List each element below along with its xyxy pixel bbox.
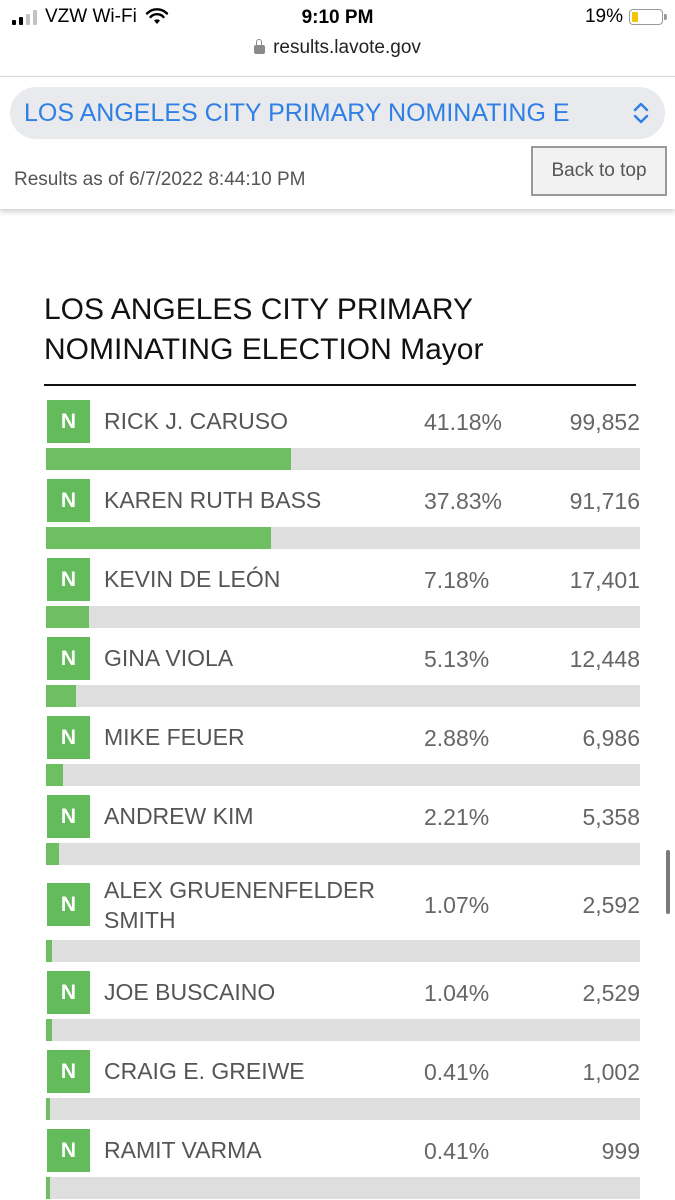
vote-percentage: 5.13% [424, 646, 490, 672]
vote-share-fill [46, 843, 60, 865]
vote-count: 6,986 [582, 725, 640, 751]
vote-count: 91,716 [569, 488, 640, 514]
candidate-row: N KAREN RUTH BASS 37.83% 91,716 [46, 479, 640, 549]
vote-share-bar [46, 685, 640, 707]
back-to-top-button[interactable]: Back to top [531, 146, 667, 196]
vote-count: 1,002 [582, 1059, 640, 1085]
candidate-name: RAMIT VARMA [104, 1137, 262, 1163]
candidate-row: N KEVIN DE LEÓN 7.18% 17,401 [46, 558, 640, 628]
candidate-name: RICK J. CARUSO [104, 408, 289, 434]
vote-count: 2,529 [582, 980, 640, 1006]
candidate-row: N RICK J. CARUSO 41.18% 99,852 [46, 400, 640, 470]
battery-percent: 19% [584, 6, 623, 27]
nominated-badge: N [47, 716, 90, 759]
candidate-name: JOE BUSCAINO [104, 979, 276, 1005]
candidate-row: N ALEX GRUENENFELDER SMITH 1.07% 2,592 [46, 874, 640, 962]
vote-share-bar [46, 606, 640, 628]
scrollbar[interactable] [666, 850, 670, 914]
election-select[interactable]: LOS ANGELES CITY PRIMARY NOMINATING E [10, 87, 665, 139]
candidate-name: CRAIG E. GREIWE [104, 1058, 305, 1084]
contest-title: LOS ANGELES CITY PRIMARY NOMINATING ELEC… [44, 293, 484, 366]
vote-percentage: 2.88% [424, 725, 490, 751]
candidate-name: ALEX GRUENENFELDER SMITH [104, 877, 375, 933]
vote-percentage: 7.18% [424, 567, 490, 593]
vote-share-fill [46, 685, 77, 707]
nominated-badge: N [47, 883, 90, 926]
vote-count: 999 [601, 1138, 640, 1164]
vote-share-bar [46, 1177, 640, 1199]
title-divider [44, 384, 636, 386]
candidate-name: GINA VIOLA [104, 645, 234, 671]
vote-share-bar [46, 1098, 640, 1120]
vote-share-fill [46, 1019, 53, 1041]
clock: 9:10 PM [301, 7, 374, 28]
status-left: VZW Wi-Fi [12, 6, 169, 28]
vote-percentage: 37.83% [424, 488, 503, 514]
candidate-name: KAREN RUTH BASS [104, 487, 322, 513]
nominated-badge: N [47, 637, 90, 680]
vote-percentage: 0.41% [424, 1138, 490, 1164]
vote-percentage: 2.21% [424, 804, 490, 830]
candidate-name: MIKE FEUER [104, 724, 245, 750]
vote-share-bar [46, 940, 640, 962]
vote-percentage: 0.41% [424, 1059, 490, 1085]
candidate-row: N RAMIT VARMA 0.41% 999 [46, 1129, 640, 1199]
status-right: 19% [584, 6, 667, 28]
vote-share-fill [46, 527, 271, 549]
nominated-badge: N [47, 400, 90, 443]
nominated-badge: N [47, 558, 90, 601]
carrier-label: VZW Wi-Fi [45, 6, 137, 27]
vote-share-bar [46, 1019, 640, 1041]
status-bar: VZW Wi-Fi 9:10 PM 19% [0, 0, 675, 38]
vote-percentage: 1.07% [424, 892, 490, 918]
vote-share-bar [46, 527, 640, 549]
vote-share-fill [46, 606, 89, 628]
results-timestamp: Results as of 6/7/2022 8:44:10 PM [14, 169, 306, 190]
lock-icon [254, 39, 266, 54]
nominated-badge: N [47, 1050, 90, 1093]
candidate-row: N JOE BUSCAINO 1.04% 2,529 [46, 971, 640, 1041]
candidate-name: KEVIN DE LEÓN [104, 566, 281, 592]
vote-count: 17,401 [569, 567, 640, 593]
vote-percentage: 41.18% [424, 409, 503, 435]
nominated-badge: N [47, 795, 90, 838]
vote-share-bar [46, 843, 640, 865]
candidate-row: N ANDREW KIM 2.21% 5,358 [46, 795, 640, 865]
vote-share-fill [46, 940, 53, 962]
cellular-signal-icon [12, 9, 37, 25]
results-header: LOS ANGELES CITY PRIMARY NOMINATING E Re… [0, 76, 675, 209]
address-bar[interactable]: results.lavote.gov [0, 37, 675, 59]
chevron-up-down-icon [633, 102, 649, 124]
vote-share-bar [46, 764, 640, 786]
url-text: results.lavote.gov [273, 37, 421, 58]
vote-count: 12,448 [569, 646, 640, 672]
candidate-row: N CRAIG E. GREIWE 0.41% 1,002 [46, 1050, 640, 1120]
election-select-value: LOS ANGELES CITY PRIMARY NOMINATING E [24, 98, 570, 127]
vote-count: 2,592 [582, 892, 640, 918]
vote-count: 5,358 [582, 804, 640, 830]
candidate-name: ANDREW KIM [104, 803, 254, 829]
vote-share-fill [46, 1098, 50, 1120]
nominated-badge: N [47, 971, 90, 1014]
vote-share-fill [46, 764, 64, 786]
wifi-icon [145, 8, 169, 24]
vote-share-bar [46, 448, 640, 470]
battery-icon [629, 9, 667, 25]
nominated-badge: N [47, 479, 90, 522]
vote-share-fill [46, 1177, 50, 1199]
vote-percentage: 1.04% [424, 980, 490, 1006]
vote-share-fill [46, 448, 291, 470]
vote-count: 99,852 [569, 409, 640, 435]
nominated-badge: N [47, 1129, 90, 1172]
candidate-row: N GINA VIOLA 5.13% 12,448 [46, 637, 640, 707]
candidate-row: N MIKE FEUER 2.88% 6,986 [46, 716, 640, 786]
